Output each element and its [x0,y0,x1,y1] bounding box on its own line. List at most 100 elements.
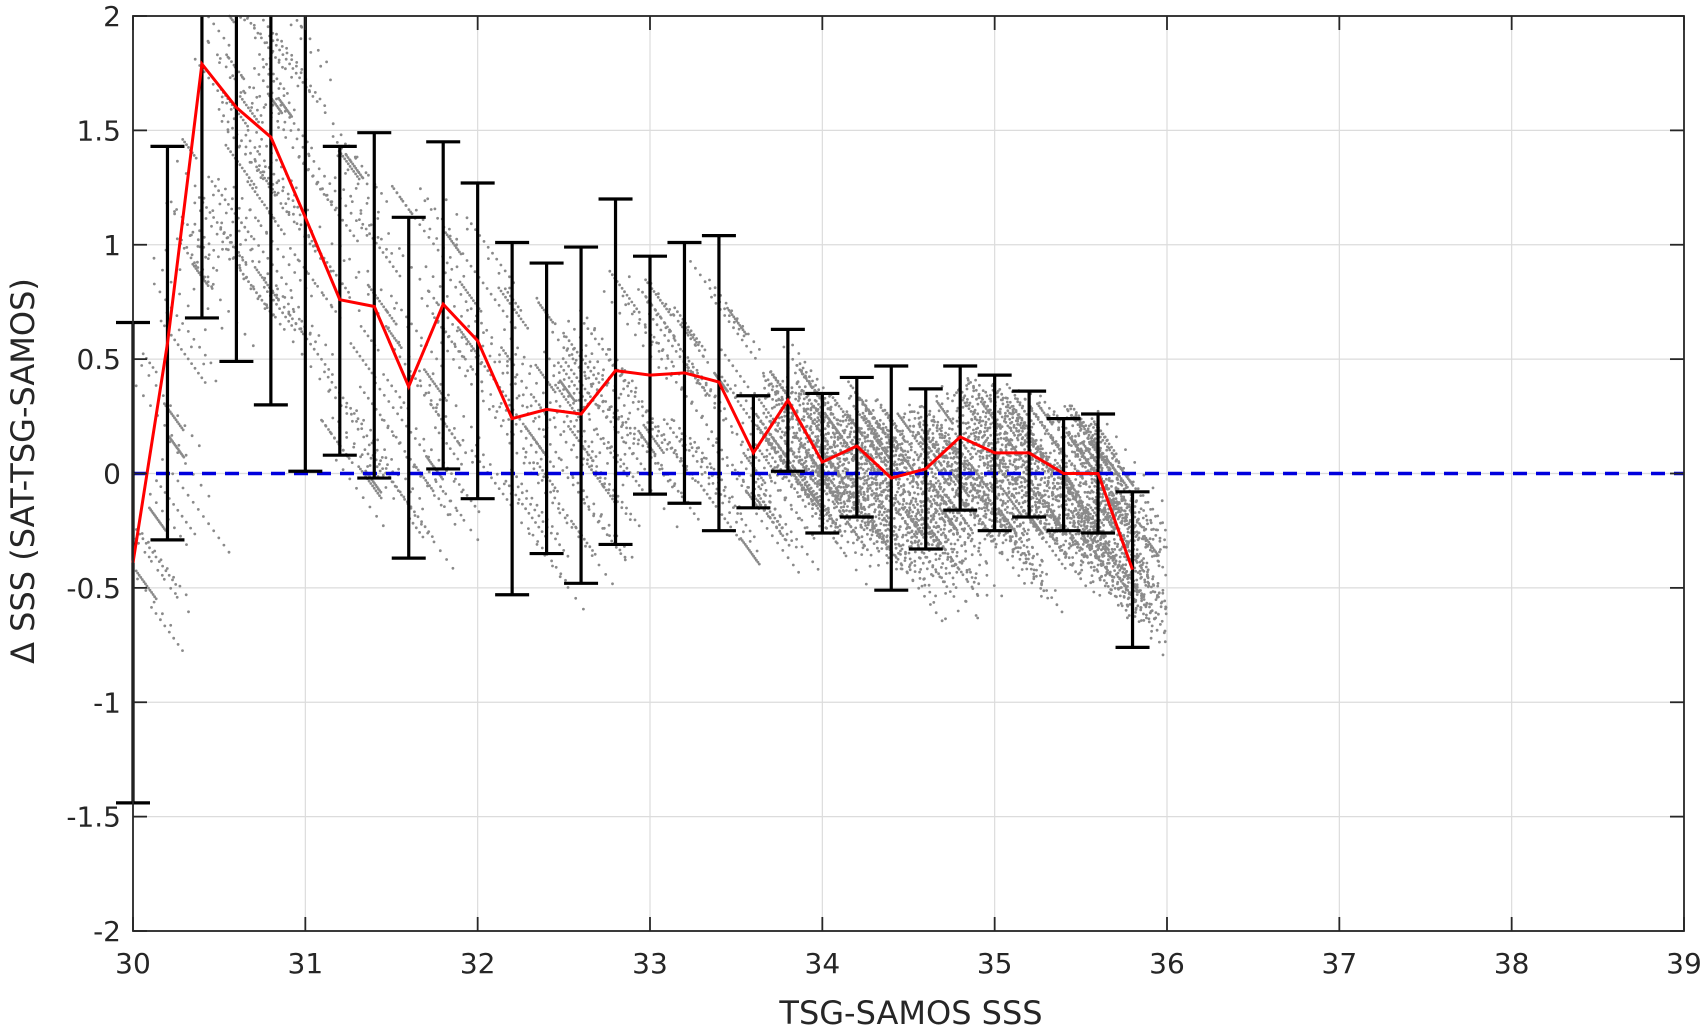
scatter-point [803,488,806,492]
scatter-point [638,318,642,321]
scatter-point [592,373,595,377]
scatter-point [1013,520,1016,524]
scatter-point [430,486,433,490]
scatter-point [420,520,423,524]
scatter-point [430,535,434,538]
scatter-point [261,79,265,83]
scatter-point [598,476,602,480]
scatter-point [229,150,233,154]
scatter-point [551,483,554,486]
scatter-point [558,543,561,547]
scatter-point [700,457,704,461]
scatter-point [562,388,565,391]
scatter-point [424,391,428,395]
scatter-point [231,153,235,157]
scatter-point [1008,386,1012,390]
scatter-point [562,395,566,399]
scatter-point [1019,426,1023,430]
scatter-point [258,152,261,156]
scatter-point [629,389,633,393]
scatter-point [1054,553,1058,557]
scatter-point [969,410,973,413]
scatter-point [266,283,270,287]
scatter-point [919,542,923,546]
scatter-point [607,358,611,362]
scatter-point [501,292,505,296]
scatter-point [422,476,426,480]
scatter-point [1020,476,1024,479]
scatter-point [765,527,769,530]
scatter-point [689,260,692,263]
scatter-point [1073,467,1077,471]
scatter-point [877,517,881,520]
scatter-point [524,450,528,454]
scatter-point [739,404,743,407]
scatter-point [967,407,971,410]
scatter-point [732,506,735,509]
scatter-point [989,464,992,468]
scatter-point [986,493,990,497]
scatter-point [542,428,545,431]
scatter-point [273,220,277,223]
scatter-point [1161,521,1164,525]
scatter-point [854,568,858,572]
scatter-point [941,551,945,555]
scatter-point [1156,582,1160,585]
scatter-point [433,382,436,386]
scatter-point [732,326,735,330]
scatter-point [1102,542,1105,546]
scatter-point [915,439,919,443]
scatter-point [976,412,980,416]
scatter-point [1008,454,1012,458]
scatter-point [323,363,327,366]
scatter-point [1076,432,1080,435]
scatter-point [375,448,379,452]
scatter-point [1057,558,1061,561]
scatter-point [334,396,337,400]
scatter-point [961,405,965,409]
scatter-point [1011,463,1015,467]
scatter-point [798,403,802,407]
scatter-point [550,385,553,389]
scatter-point [1021,404,1025,408]
scatter-point [482,465,486,469]
scatter-point [189,526,193,530]
scatter-point [289,129,293,132]
scatter-point [379,459,382,462]
scatter-point [435,237,439,240]
scatter-point [790,539,794,542]
scatter-point [1144,584,1148,587]
scatter-point [601,378,604,381]
scatter-point [396,412,399,416]
scatter-point [431,275,435,278]
scatter-point [520,482,524,486]
scatter-point [1034,413,1038,416]
scatter-point [913,559,917,563]
scatter-point [501,492,505,496]
scatter-point [554,565,558,569]
scatter-point [1135,533,1139,537]
scatter-point [1127,581,1130,584]
scatter-point [415,329,418,333]
scatter-point [943,534,947,537]
scatter-point [744,523,748,527]
scatter-point [193,184,197,188]
scatter-point [765,448,769,452]
scatter-point [978,541,982,545]
scatter-point [977,507,981,510]
scatter-point [525,386,528,390]
scatter-point [154,384,158,387]
scatter-point [691,477,694,480]
scatter-point [458,366,461,370]
scatter-point [446,316,450,320]
scatter-point [314,340,317,344]
scatter-point [899,562,903,566]
scatter-point [344,142,347,146]
scatter-point [376,236,380,239]
scatter-point [744,399,748,403]
scatter-point [973,447,976,451]
scatter-point [172,503,176,506]
scatter-point [1059,549,1062,552]
scatter-point [631,475,635,479]
scatter-point [776,541,779,545]
